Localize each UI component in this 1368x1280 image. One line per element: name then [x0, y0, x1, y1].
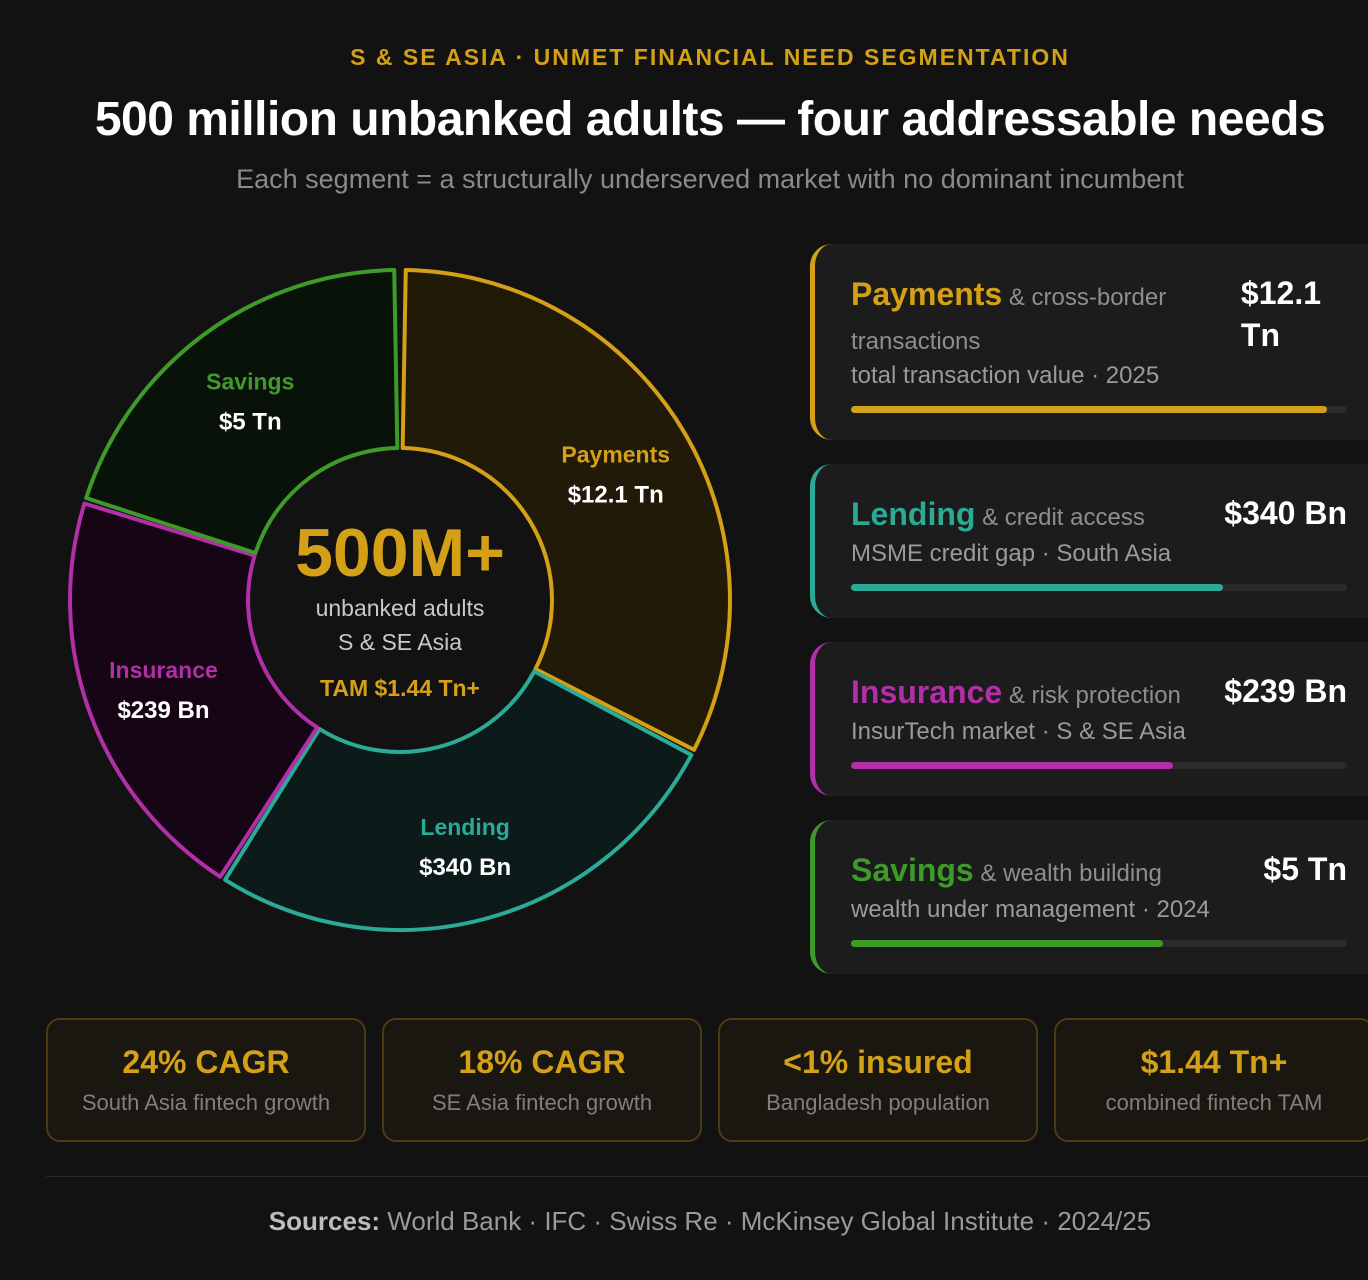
donut-chart: Payments $12.1 Tn Lending $340 Bn Insurance $… [68, 268, 732, 932]
stat-card-south-asia-cagr: 24% CAGR South Asia fintech growth [46, 1018, 366, 1142]
sources-text: World Bank · IFC · Swiss Re · McKinsey G… [387, 1206, 1152, 1236]
center-big-number: 500M+ [295, 515, 505, 591]
center-line-1: unbanked adults [316, 595, 485, 621]
card-value-line-1: $12.1 [1240, 275, 1321, 311]
card-value-line-1: $239 Bn [1224, 673, 1347, 709]
card-progress-fill [851, 584, 1223, 591]
eyebrow-label: S & SE ASIA · UNMET FINANCIAL NEED SEGME… [350, 44, 1070, 70]
segment-lending [223, 669, 694, 932]
card-value-line-1: $5 Tn [1263, 851, 1347, 887]
card-progress-fill [851, 940, 1164, 947]
card-metric: wealth under management · 2024 [851, 896, 1210, 923]
segment-value-insurance: $239 Bn [117, 697, 209, 724]
card-title: Savings & wealth building [851, 850, 1231, 894]
card-name: Savings [851, 852, 974, 888]
page-title: 500 million unbanked adults — four addre… [94, 93, 1326, 146]
card-title: Insurance & risk protection [851, 672, 1231, 716]
stat-label: combined fintech TAM [1105, 1090, 1323, 1115]
card-progress-fill [851, 762, 1174, 769]
stat-card-combined-tam: $1.44 Tn+ combined fintech TAM [1054, 1018, 1368, 1142]
stat-value: 24% CAGR [122, 1044, 290, 1080]
segment-value-lending: $340 Bn [419, 854, 511, 881]
card-value-line-2: Tn [1240, 317, 1281, 353]
card-savings: Savings & wealth building wealth under ma… [810, 820, 1368, 974]
segment-payments [400, 268, 732, 752]
stat-label: South Asia fintech growth [81, 1090, 331, 1115]
card-insurance: Insurance & risk protection InsurTech mar… [810, 642, 1368, 796]
card-progress-track [851, 584, 1347, 591]
card-name: Lending [851, 496, 976, 532]
card-title: Lending & credit access [851, 494, 1231, 538]
card-description: & risk protection [1002, 682, 1181, 709]
stat-value: <1% insured [783, 1044, 973, 1080]
footer-divider [46, 1176, 1368, 1177]
card-progress-fill [851, 406, 1328, 413]
card-value: $5 Tn [1263, 848, 1347, 890]
card-payments: Payments & cross-border transactions tota… [810, 244, 1368, 440]
card-metric: MSME credit gap · South Asia [851, 540, 1172, 567]
card-name: Insurance [851, 674, 1003, 710]
card-description: & credit access [975, 504, 1145, 531]
segment-label-lending: Lending [420, 814, 509, 840]
card-name: Payments [851, 276, 1003, 312]
card-title: Payments & cross-border transactions [851, 274, 1211, 362]
stat-value: $1.44 Tn+ [1140, 1044, 1288, 1080]
page-subtitle: Each segment = a structurally underserve… [236, 164, 1184, 194]
segment-savings [84, 268, 400, 556]
card-description: & cross-border transactions [851, 284, 1167, 355]
segment-label-savings: Savings [206, 369, 294, 395]
segment-value-savings: $5 Tn [219, 409, 282, 436]
segment-label-insurance: Insurance [109, 657, 218, 683]
sources-label: Sources: [268, 1206, 381, 1236]
card-value-line-1: $340 Bn [1224, 495, 1347, 531]
card-progress-track [851, 762, 1347, 769]
stat-card-se-asia-cagr: 18% CAGR SE Asia fintech growth [382, 1018, 702, 1142]
card-progress-track [851, 406, 1347, 413]
segment-label-payments: Payments [561, 441, 670, 467]
card-value: $239 Bn [1224, 670, 1347, 712]
stat-label: Bangladesh population [766, 1090, 990, 1115]
sources-footer: Sources: World Bank · IFC · Swiss Re · M… [0, 1206, 1368, 1237]
stat-card-bangladesh-insured: <1% insured Bangladesh population [718, 1018, 1038, 1142]
card-metric: total transaction value · 2025 [851, 362, 1160, 389]
card-value: $340 Bn [1224, 492, 1347, 534]
stat-value: 18% CAGR [458, 1044, 626, 1080]
card-value: $12.1 Tn [1241, 272, 1321, 356]
card-progress-track [851, 940, 1347, 947]
center-tam: TAM $1.44 Tn+ [320, 675, 480, 701]
segment-value-payments: $12.1 Tn [568, 481, 664, 508]
stat-label: SE Asia fintech growth [431, 1090, 653, 1115]
card-description: & wealth building [973, 860, 1162, 887]
segment-insurance [68, 501, 320, 879]
card-metric: InsurTech market · S & SE Asia [851, 718, 1186, 745]
center-line-2: S & SE Asia [338, 629, 462, 655]
card-lending: Lending & credit access MSME credit gap ·… [810, 464, 1368, 618]
